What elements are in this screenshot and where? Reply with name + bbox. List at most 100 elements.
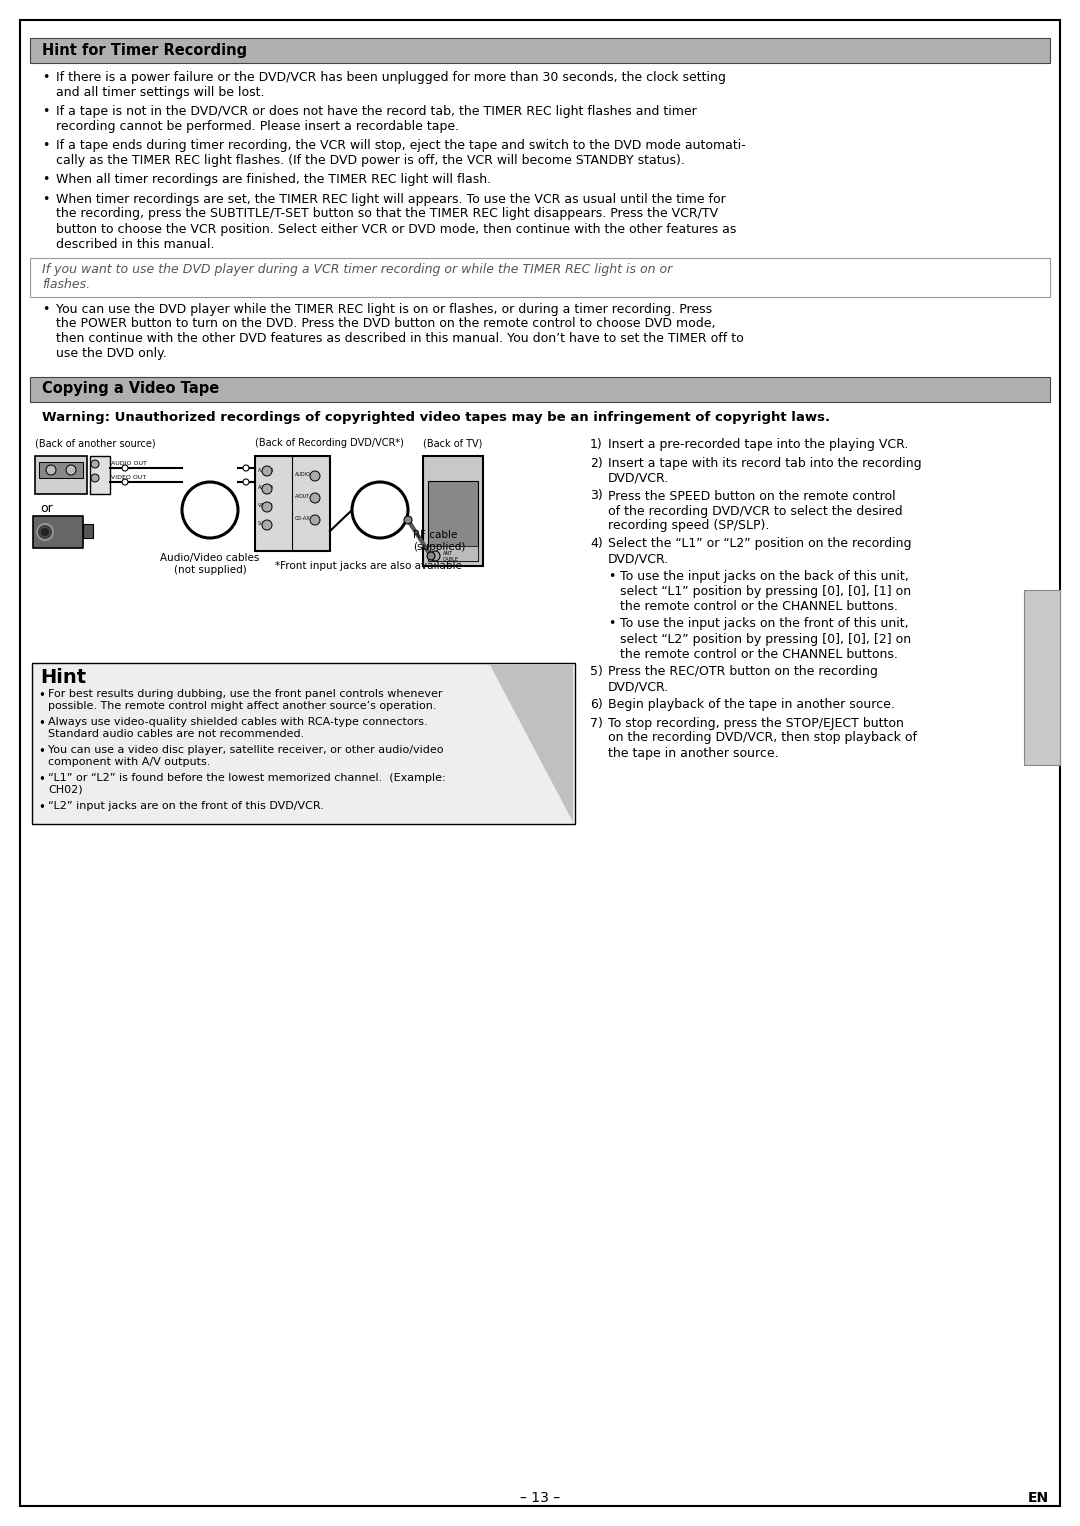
Circle shape xyxy=(404,516,411,523)
Text: •: • xyxy=(42,105,50,118)
Circle shape xyxy=(122,465,129,472)
Text: To stop recording, press the STOP/EJECT button
on the recording DVD/VCR, then st: To stop recording, press the STOP/EJECT … xyxy=(608,717,917,760)
Text: VCR Functions: VCR Functions xyxy=(1035,621,1049,734)
Circle shape xyxy=(46,465,56,475)
Text: 6): 6) xyxy=(590,697,603,711)
Text: Begin playback of the tape in another source.: Begin playback of the tape in another so… xyxy=(608,697,895,711)
Text: Always use video-quality shielded cables with RCA-type connectors.
Standard audi: Always use video-quality shielded cables… xyxy=(48,717,428,739)
Text: CO-AX: CO-AX xyxy=(295,516,311,520)
Text: RF cable
(supplied): RF cable (supplied) xyxy=(413,530,465,551)
Text: •: • xyxy=(38,745,45,758)
Bar xyxy=(423,456,483,566)
Bar xyxy=(30,258,1050,296)
Text: Hint for Timer Recording: Hint for Timer Recording xyxy=(42,43,247,58)
Circle shape xyxy=(262,520,272,530)
Text: Insert a tape with its record tab into the recording
DVD/VCR.: Insert a tape with its record tab into t… xyxy=(608,456,921,484)
Text: VIDEO OUT: VIDEO OUT xyxy=(111,475,146,481)
Text: Press the REC/OTR button on the recording
DVD/VCR.: Press the REC/OTR button on the recordin… xyxy=(608,665,878,693)
Bar xyxy=(255,456,330,551)
Text: (Back of Recording DVD/VCR*): (Back of Recording DVD/VCR*) xyxy=(255,438,404,449)
Circle shape xyxy=(262,502,272,513)
Text: 5): 5) xyxy=(590,665,603,678)
Text: For best results during dubbing, use the front panel controls whenever
possible.: For best results during dubbing, use the… xyxy=(48,690,443,711)
Text: Copying a Video Tape: Copying a Video Tape xyxy=(42,382,219,397)
Circle shape xyxy=(310,472,320,481)
Text: 1: 1 xyxy=(203,502,217,520)
Text: 2): 2) xyxy=(590,456,603,470)
Text: When all timer recordings are finished, the TIMER REC light will flash.: When all timer recordings are finished, … xyxy=(56,172,491,186)
Circle shape xyxy=(243,465,249,472)
Circle shape xyxy=(66,465,76,475)
Text: •: • xyxy=(38,717,45,729)
Circle shape xyxy=(262,484,272,494)
Circle shape xyxy=(183,482,238,539)
Text: Select the “L1” or “L2” position on the recording
DVD/VCR.: Select the “L1” or “L2” position on the … xyxy=(608,537,912,565)
Bar xyxy=(30,377,1050,401)
Text: •: • xyxy=(608,618,616,630)
Text: A/V IN: A/V IN xyxy=(258,467,273,472)
Text: •: • xyxy=(42,72,50,84)
Text: If you want to use the DVD player during a VCR timer recording or while the TIME: If you want to use the DVD player during… xyxy=(42,262,672,290)
Text: 2: 2 xyxy=(374,502,387,520)
Text: AUDIO: AUDIO xyxy=(258,485,274,490)
Text: You can use the DVD player while the TIMER REC light is on or flashes, or during: You can use the DVD player while the TIM… xyxy=(56,302,744,360)
Text: AUDIO: AUDIO xyxy=(295,472,311,478)
Bar xyxy=(32,662,575,824)
Text: or: or xyxy=(40,502,53,514)
Circle shape xyxy=(91,475,99,482)
Text: •: • xyxy=(38,801,45,813)
Polygon shape xyxy=(490,665,573,821)
Text: “L2” input jacks are on the front of this DVD/VCR.: “L2” input jacks are on the front of thi… xyxy=(48,801,324,810)
Text: To use the input jacks on the back of this unit,
select “L1” position by pressin: To use the input jacks on the back of th… xyxy=(620,571,912,613)
Circle shape xyxy=(262,465,272,476)
Circle shape xyxy=(122,479,129,485)
Text: 4): 4) xyxy=(590,537,603,549)
Circle shape xyxy=(310,514,320,525)
Circle shape xyxy=(352,482,408,539)
Bar xyxy=(1024,591,1059,765)
Circle shape xyxy=(41,528,49,536)
Text: – 13 –: – 13 – xyxy=(519,1491,561,1505)
Text: Press the SPEED button on the remote control
of the recording DVD/VCR to select : Press the SPEED button on the remote con… xyxy=(608,490,903,533)
Circle shape xyxy=(430,551,440,562)
Bar xyxy=(83,523,93,539)
Text: If a tape is not in the DVD/VCR or does not have the record tab, the TIMER REC l: If a tape is not in the DVD/VCR or does … xyxy=(56,105,697,133)
Text: 3): 3) xyxy=(590,490,603,502)
Text: •: • xyxy=(42,139,50,153)
Text: 1): 1) xyxy=(590,438,603,452)
Text: When timer recordings are set, the TIMER REC light will appears. To use the VCR : When timer recordings are set, the TIMER… xyxy=(56,192,737,250)
Circle shape xyxy=(91,459,99,468)
Text: You can use a video disc player, satellite receiver, or other audio/video
compon: You can use a video disc player, satelli… xyxy=(48,745,444,766)
Text: ANT
CABLE: ANT CABLE xyxy=(443,551,459,562)
Circle shape xyxy=(310,493,320,504)
Circle shape xyxy=(37,523,53,540)
Bar xyxy=(33,516,83,548)
Bar xyxy=(30,38,1050,63)
Text: Warning: Unauthorized recordings of copyrighted video tapes may be an infringeme: Warning: Unauthorized recordings of copy… xyxy=(42,412,831,424)
Text: If there is a power failure or the DVD/VCR has been unplugged for more than 30 s: If there is a power failure or the DVD/V… xyxy=(56,72,726,99)
Text: To use the input jacks on the front of this unit,
select “L2” position by pressi: To use the input jacks on the front of t… xyxy=(620,618,912,661)
Text: AUDIO OUT: AUDIO OUT xyxy=(111,461,147,465)
Text: •: • xyxy=(38,774,45,786)
Circle shape xyxy=(427,552,435,560)
Text: Insert a pre-recorded tape into the playing VCR.: Insert a pre-recorded tape into the play… xyxy=(608,438,908,452)
Text: Audio/Video cables
(not supplied): Audio/Video cables (not supplied) xyxy=(160,552,259,575)
Text: Connect: Connect xyxy=(354,516,405,526)
Text: 7): 7) xyxy=(590,717,603,729)
Text: •: • xyxy=(42,172,50,186)
Text: Connect: Connect xyxy=(185,516,235,526)
Text: •: • xyxy=(38,690,45,702)
Bar xyxy=(35,456,87,494)
Text: S-VID: S-VID xyxy=(258,520,271,526)
Text: EN: EN xyxy=(1027,1491,1049,1505)
Bar xyxy=(90,456,110,494)
Text: “L1” or “L2” is found before the lowest memorized channel.  (Example:
CH02): “L1” or “L2” is found before the lowest … xyxy=(48,774,446,795)
Bar xyxy=(39,462,83,478)
Text: A/OUT: A/OUT xyxy=(295,494,310,499)
Text: •: • xyxy=(42,192,50,206)
Text: If a tape ends during timer recording, the VCR will stop, eject the tape and swi: If a tape ends during timer recording, t… xyxy=(56,139,746,166)
Circle shape xyxy=(243,479,249,485)
Text: (Back of another source): (Back of another source) xyxy=(35,438,156,449)
Text: •: • xyxy=(608,571,616,583)
Text: (Back of TV): (Back of TV) xyxy=(423,438,483,449)
